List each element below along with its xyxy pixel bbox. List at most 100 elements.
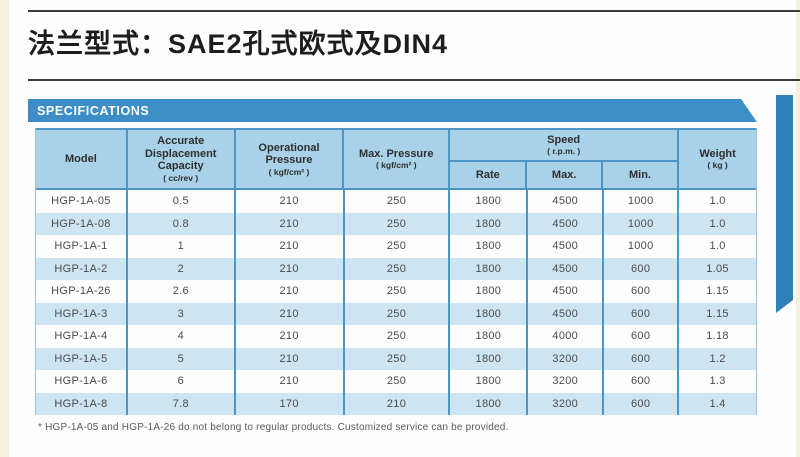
cell-rate: 1800 xyxy=(450,212,529,235)
table-row: HGP-1A-2 2 210 250 1800 4500 600 1.05 xyxy=(36,257,756,280)
cell-min-speed: 600 xyxy=(604,392,680,415)
footnote: * HGP-1A-05 and HGP-1A-26 do not belong … xyxy=(38,422,509,433)
cell-max-speed: 4500 xyxy=(528,257,605,280)
cell-capacity: 0.8 xyxy=(128,212,236,235)
cell-max-pressure: 210 xyxy=(345,392,451,415)
specifications-table: Model Accurate Displacement Capacity ( c… xyxy=(35,128,757,415)
cell-min-speed: 600 xyxy=(604,302,680,325)
cell-max-pressure: 250 xyxy=(345,302,451,325)
cell-min-speed: 600 xyxy=(604,347,680,370)
cell-model: HGP-1A-1 xyxy=(36,235,128,258)
cell-model: HGP-1A-8 xyxy=(36,392,128,415)
column-header-min: Min. xyxy=(628,168,651,181)
operational-pressure-unit: ( kgf/cm² ) xyxy=(268,166,310,177)
cell-max-pressure: 250 xyxy=(345,280,451,303)
cell-max-speed: 4500 xyxy=(528,235,605,258)
cell-min-speed: 1000 xyxy=(604,212,680,235)
cell-weight: 1.0 xyxy=(709,217,726,230)
cell-max-speed: 4500 xyxy=(528,190,605,213)
column-header-rate: Rate xyxy=(450,162,528,188)
table-row: HGP-1A-08 0.8 210 250 1800 4500 1000 1.0 xyxy=(36,212,756,235)
cell-max-pressure: 250 xyxy=(345,190,451,213)
page-left-margin-strip xyxy=(0,0,9,457)
cell-model: HGP-1A-05 xyxy=(36,190,128,213)
cell-max-speed: 3200 xyxy=(528,392,605,415)
cell-weight: 1.2 xyxy=(709,352,726,365)
column-header-max-pressure: Max. Pressure ( kgf/cm² ) xyxy=(344,130,451,188)
cell-rate: 1800 xyxy=(450,280,529,303)
cell-op-pressure: 210 xyxy=(236,347,345,370)
cell-rate: 1800 xyxy=(450,257,529,280)
cell-op-pressure: 210 xyxy=(236,212,345,235)
cell-capacity: 2 xyxy=(128,257,236,280)
cell-capacity: 0.5 xyxy=(128,190,236,213)
cell-max-pressure: 250 xyxy=(345,325,451,348)
table-row: HGP-1A-8 7.8 170 210 1800 3200 600 1.4 xyxy=(36,392,756,415)
cell-min-speed: 1000 xyxy=(604,235,680,258)
cell-model: HGP-1A-6 xyxy=(36,370,128,393)
cell-model: HGP-1A-26 xyxy=(36,280,128,303)
table-row: HGP-1A-4 4 210 250 1800 4000 600 1.18 xyxy=(36,325,756,348)
cell-weight: 1.0 xyxy=(709,240,726,253)
cell-capacity: 6 xyxy=(128,370,236,393)
table-row: HGP-1A-6 6 210 250 1800 3200 600 1.3 xyxy=(36,370,756,393)
cell-weight: 1.0 xyxy=(709,195,726,208)
decorative-side-bar xyxy=(776,95,793,313)
cell-max-speed: 3200 xyxy=(528,347,605,370)
cell-rate: 1800 xyxy=(450,190,529,213)
cell-op-pressure: 210 xyxy=(236,190,345,213)
cell-rate: 1800 xyxy=(450,235,529,258)
cell-max-pressure: 250 xyxy=(345,257,451,280)
cell-model: HGP-1A-3 xyxy=(36,302,128,325)
cell-capacity: 1 xyxy=(128,235,236,258)
table-row: HGP-1A-26 2.6 210 250 1800 4500 600 1.15 xyxy=(36,280,756,303)
cell-min-speed: 600 xyxy=(604,325,680,348)
specifications-header-bar: SPECIFICATIONS xyxy=(28,99,757,122)
table-row: HGP-1A-1 1 210 250 1800 4500 1000 1.0 xyxy=(36,235,756,258)
page-right-margin-strip xyxy=(796,0,800,457)
cell-rate: 1800 xyxy=(450,325,529,348)
cell-max-pressure: 250 xyxy=(345,347,451,370)
cell-model: HGP-1A-08 xyxy=(36,212,128,235)
cell-weight: 1.18 xyxy=(706,330,729,343)
cell-op-pressure: 210 xyxy=(236,325,345,348)
cell-weight: 1.15 xyxy=(706,285,729,298)
table-row: HGP-1A-5 5 210 250 1800 3200 600 1.2 xyxy=(36,347,756,370)
cell-weight: 1.05 xyxy=(706,262,729,275)
cell-max-speed: 4500 xyxy=(528,302,605,325)
cell-min-speed: 600 xyxy=(604,370,680,393)
column-header-speed-group: Speed ( r.p.m. ) Rate Max. Min. xyxy=(450,130,680,188)
column-header-max: Max. xyxy=(527,162,603,188)
column-header-speed: Speed ( r.p.m. ) xyxy=(450,130,678,162)
cell-max-speed: 4000 xyxy=(528,325,605,348)
capacity-unit: ( cc/rev ) xyxy=(163,172,199,183)
cell-max-speed: 4500 xyxy=(528,280,605,303)
cell-rate: 1800 xyxy=(450,302,529,325)
table-body: HGP-1A-05 0.5 210 250 1800 4500 1000 1.0… xyxy=(36,190,756,415)
cell-min-speed: 600 xyxy=(604,257,680,280)
cell-max-pressure: 250 xyxy=(345,235,451,258)
weight-unit: ( kg ) xyxy=(707,160,728,171)
column-header-capacity: Accurate Displacement Capacity ( cc/rev … xyxy=(128,130,236,188)
speed-unit: ( r.p.m. ) xyxy=(547,146,581,157)
cell-op-pressure: 210 xyxy=(236,280,345,303)
cell-max-speed: 4500 xyxy=(528,212,605,235)
cell-weight: 1.3 xyxy=(709,375,726,388)
title-top-rule xyxy=(28,10,800,12)
speed-subheader-row: Rate Max. Min. xyxy=(450,162,677,188)
cell-op-pressure: 210 xyxy=(236,370,345,393)
table-row: HGP-1A-05 0.5 210 250 1800 4500 1000 1.0 xyxy=(36,190,756,213)
cell-capacity: 5 xyxy=(128,347,236,370)
page-title: 法兰型式：SAE2孔式欧式及DIN4 xyxy=(28,29,449,59)
cell-max-speed: 3200 xyxy=(528,370,605,393)
cell-op-pressure: 210 xyxy=(236,302,345,325)
cell-capacity: 7.8 xyxy=(128,392,236,415)
table-header-row: Model Accurate Displacement Capacity ( c… xyxy=(36,128,756,190)
cell-weight: 1.15 xyxy=(706,307,729,320)
cell-weight: 1.4 xyxy=(709,397,726,410)
cell-model: HGP-1A-5 xyxy=(36,347,128,370)
cell-min-speed: 1000 xyxy=(604,190,680,213)
cell-max-pressure: 250 xyxy=(345,212,451,235)
title-bottom-rule xyxy=(28,79,800,81)
column-header-operational-pressure: Operational Pressure ( kgf/cm² ) xyxy=(236,130,345,188)
